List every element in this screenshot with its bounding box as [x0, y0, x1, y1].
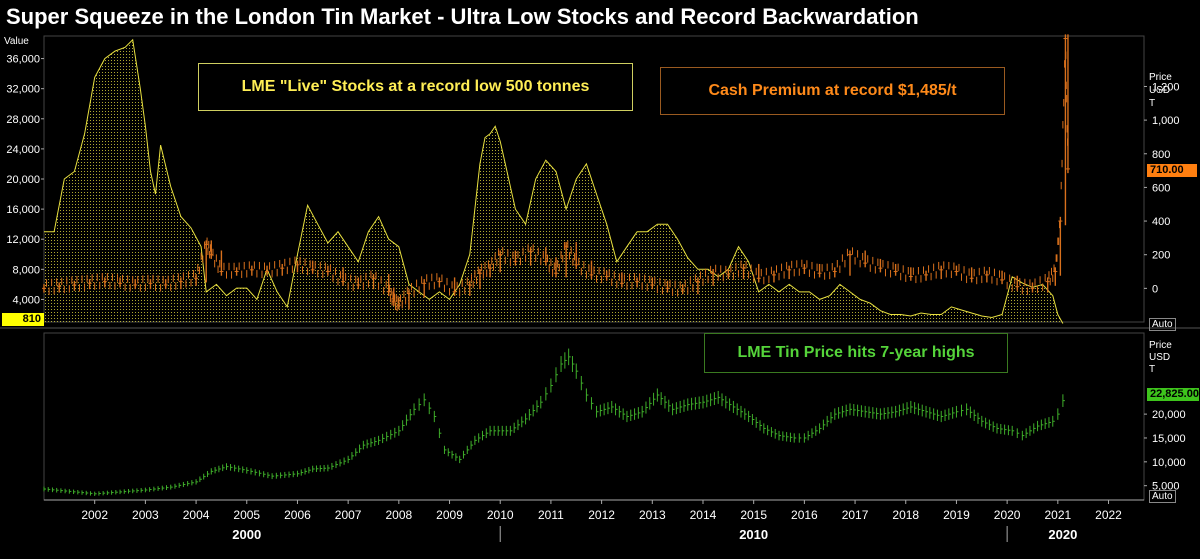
right-axis-tick-label-bottom: 10,000	[1152, 457, 1186, 469]
stocks-line	[44, 38, 1064, 324]
left-axis-tick-label: 12,000	[6, 234, 40, 246]
x-axis-tick-label: 2006	[284, 508, 311, 522]
top-autoscale-button[interactable]: Auto	[1149, 318, 1176, 331]
right-axis-label-top: Price	[1149, 72, 1172, 83]
premium-annotation: Cash Premium at record $1,485/t	[660, 67, 1005, 115]
x-axis-tick-label: 2003	[132, 508, 159, 522]
x-axis-tick-label: 2015	[740, 508, 767, 522]
x-axis-tick-label: 2010	[487, 508, 514, 522]
x-axis-tick-label: 2012	[588, 508, 615, 522]
x-axis-tick-label: 2008	[385, 508, 412, 522]
premium-last-value-tag: 710.00	[1147, 164, 1197, 177]
right-axis-tick-label-top: 800	[1152, 149, 1170, 161]
left-axis-tick-label: 8,000	[12, 264, 40, 276]
x-axis-tick-label: 2004	[183, 508, 210, 522]
left-axis-tick-label: 28,000	[6, 114, 40, 126]
left-axis-tick-label: 16,000	[6, 204, 40, 216]
x-axis-tick-label: 2022	[1095, 508, 1122, 522]
right-axis-tick-label-top: 600	[1152, 182, 1170, 194]
left-axis-label: Value	[4, 36, 29, 47]
x-axis-tick-label: 2018	[892, 508, 919, 522]
right-axis-label-bottom: USD	[1149, 352, 1170, 363]
x-axis-tick-label: 2013	[639, 508, 666, 522]
right-axis-tick-label-bottom: 20,000	[1152, 409, 1186, 421]
x-axis-tick-label: 2016	[791, 508, 818, 522]
right-axis-label-top: USD	[1149, 85, 1170, 96]
x-axis-tick-label: 2005	[233, 508, 260, 522]
right-axis-tick-label-top: 0	[1152, 283, 1158, 295]
bottom-autoscale-button[interactable]: Auto	[1149, 490, 1176, 503]
x-axis-tick-label: 2017	[842, 508, 869, 522]
right-axis-label-top: T	[1149, 98, 1155, 109]
chart-title: Super Squeeze in the London Tin Market -…	[6, 4, 919, 29]
stocks-last-value-tag: 810	[2, 313, 44, 326]
left-axis-tick-label: 24,000	[6, 144, 40, 156]
right-axis-tick-label-bottom: 15,000	[1152, 433, 1186, 445]
price-annotation: LME Tin Price hits 7-year highs	[704, 333, 1008, 373]
left-axis-tick-label: 32,000	[6, 84, 40, 96]
x-axis-decade-label: 2000	[232, 527, 261, 542]
right-axis-label-bottom: Price	[1149, 340, 1172, 351]
x-axis-tick-label: 2021	[1044, 508, 1071, 522]
x-axis-tick-label: 2020	[994, 508, 1021, 522]
right-axis-tick-label-top: 200	[1152, 250, 1170, 262]
left-axis-tick-label: 4,000	[12, 294, 40, 306]
right-axis-tick-label-top: 1,200	[1152, 81, 1180, 93]
x-axis-tick-label: 2007	[335, 508, 362, 522]
x-axis-tick-label: 2014	[690, 508, 717, 522]
right-axis-label-bottom: T	[1149, 364, 1155, 375]
right-axis-tick-label-top: 1,000	[1152, 115, 1180, 127]
right-axis-tick-label-bottom: 5,000	[1152, 481, 1180, 493]
left-axis-tick-label: 20,000	[6, 174, 40, 186]
x-axis-decade-label: 2010	[739, 527, 768, 542]
price-last-value-tag: 22,825.00	[1147, 388, 1199, 401]
stocks-area	[44, 39, 1063, 324]
x-axis-tick-label: 2019	[943, 508, 970, 522]
x-axis-tick-label: 2002	[81, 508, 108, 522]
x-axis-decade-label: 2020	[1048, 527, 1077, 542]
x-axis-tick-label: 2009	[436, 508, 463, 522]
x-axis-tick-label: 2011	[538, 508, 564, 522]
left-axis-tick-label: 36,000	[6, 54, 40, 66]
stocks-annotation: LME "Live" Stocks at a record low 500 to…	[198, 63, 633, 111]
right-axis-tick-label-top: 400	[1152, 216, 1170, 228]
